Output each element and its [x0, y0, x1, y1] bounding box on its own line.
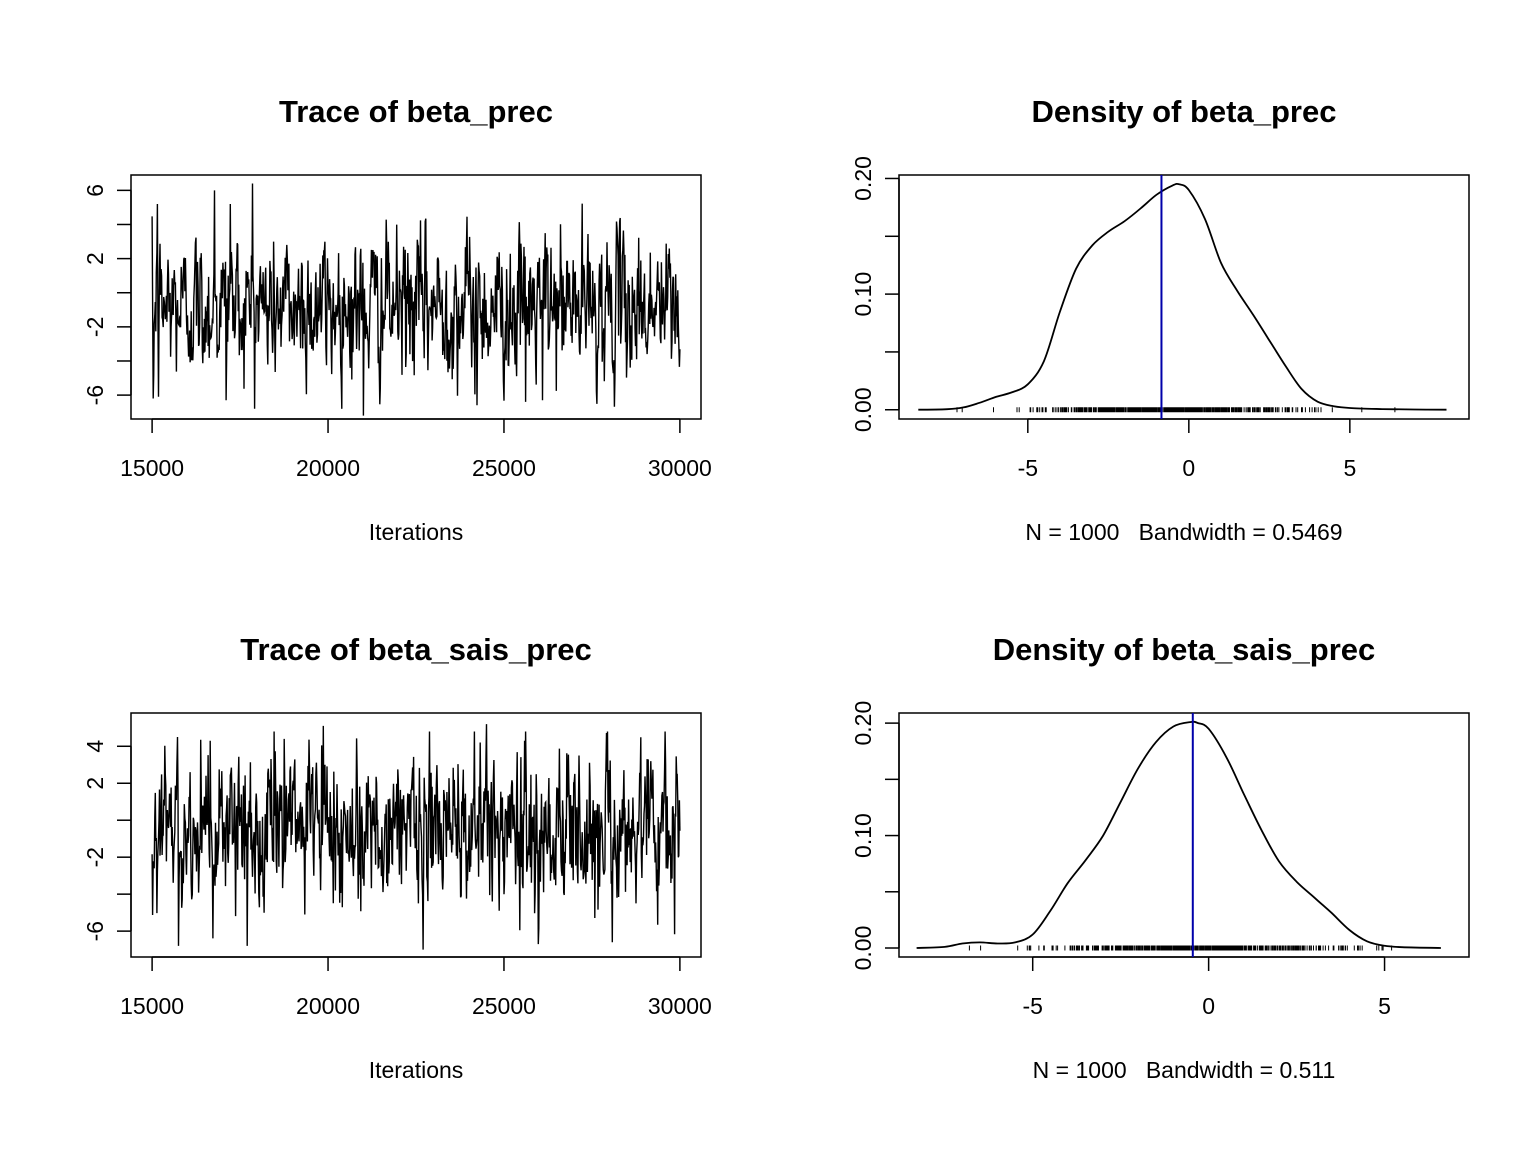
x-axis-label: Iterations — [369, 1057, 464, 1083]
y-tick-label: 0.20 — [850, 701, 876, 746]
panel-density-beta-prec: Density of beta_prec -5 0 5 0.00 0.10 0.20 N… — [850, 94, 1470, 545]
y-axis: -6 -2 2 6 — [82, 184, 132, 405]
chart-title: Trace of beta_prec — [279, 94, 553, 129]
plot-area — [151, 724, 681, 950]
x-axis-label: N = 1000 Bandwidth = 0.511 — [1033, 1057, 1336, 1083]
x-axis: 15000 20000 25000 30000 — [120, 956, 712, 1019]
x-tick-label: 15000 — [120, 993, 184, 1019]
y-tick-label: -6 — [82, 385, 108, 405]
x-tick-label: 15000 — [120, 455, 184, 481]
chart-title: Trace of beta_sais_prec — [240, 632, 592, 667]
y-tick-label: -2 — [82, 317, 108, 337]
y-tick-label: 0.00 — [850, 387, 876, 432]
x-tick-label: 0 — [1202, 993, 1215, 1019]
panel-trace-beta-sais-prec: Trace of beta_sais_prec 15000 20000 25000 3… — [82, 632, 712, 1083]
x-axis: 15000 20000 25000 30000 — [120, 418, 712, 481]
rug-marks — [968, 945, 1393, 951]
y-tick-label: 0.10 — [850, 813, 876, 858]
y-tick-label: -6 — [82, 921, 108, 941]
x-tick-label: 25000 — [472, 993, 536, 1019]
plot-area — [918, 175, 1447, 419]
x-tick-label: -5 — [1018, 455, 1038, 481]
plot-frame — [898, 712, 1470, 958]
x-tick-label: 0 — [1182, 455, 1195, 481]
y-tick-label: 2 — [82, 252, 108, 265]
x-tick-label: 30000 — [648, 455, 712, 481]
y-axis: 0.00 0.10 0.20 — [850, 701, 900, 971]
x-axis: -5 0 5 — [1022, 956, 1391, 1019]
y-tick-label: 2 — [82, 777, 108, 790]
x-axis: -5 0 5 — [1018, 418, 1356, 481]
plot-area — [916, 713, 1441, 957]
y-axis: 0.00 0.10 0.20 — [850, 156, 900, 432]
trace-line — [151, 183, 681, 416]
density-curve — [918, 182, 1447, 411]
x-tick-label: 30000 — [648, 993, 712, 1019]
x-tick-label: 25000 — [472, 455, 536, 481]
y-tick-label: 0.00 — [850, 926, 876, 971]
x-axis-label: Iterations — [369, 519, 464, 545]
y-axis: -6 -2 2 4 — [82, 740, 132, 941]
panel-density-beta-sais-prec: Density of beta_sais_prec -5 0 5 0.000.100… — [850, 632, 1470, 1083]
x-tick-label: 20000 — [296, 455, 360, 481]
y-tick-label: 4 — [82, 740, 108, 753]
x-tick-label: 20000 — [296, 993, 360, 1019]
chart-title: Density of beta_sais_prec — [993, 632, 1376, 667]
trace-line — [151, 724, 681, 950]
density-curve — [916, 720, 1441, 949]
x-tick-label: -5 — [1022, 993, 1042, 1019]
y-tick-label: 0.10 — [850, 272, 876, 317]
plot-area — [151, 183, 681, 416]
y-tick-label: 0.20 — [850, 156, 876, 201]
chart-title: Density of beta_prec — [1032, 94, 1337, 129]
y-tick-label: -2 — [82, 847, 108, 867]
x-tick-label: 5 — [1343, 455, 1356, 481]
y-tick-label: 6 — [82, 184, 108, 197]
x-axis-label: N = 1000 Bandwidth = 0.5469 — [1025, 519, 1342, 545]
rug-marks — [956, 407, 1396, 413]
panel-trace-beta-prec: Trace of beta_prec 15000 20000 25000 30000 … — [82, 94, 712, 545]
x-tick-label: 5 — [1378, 993, 1391, 1019]
plot-frame — [898, 174, 1470, 420]
